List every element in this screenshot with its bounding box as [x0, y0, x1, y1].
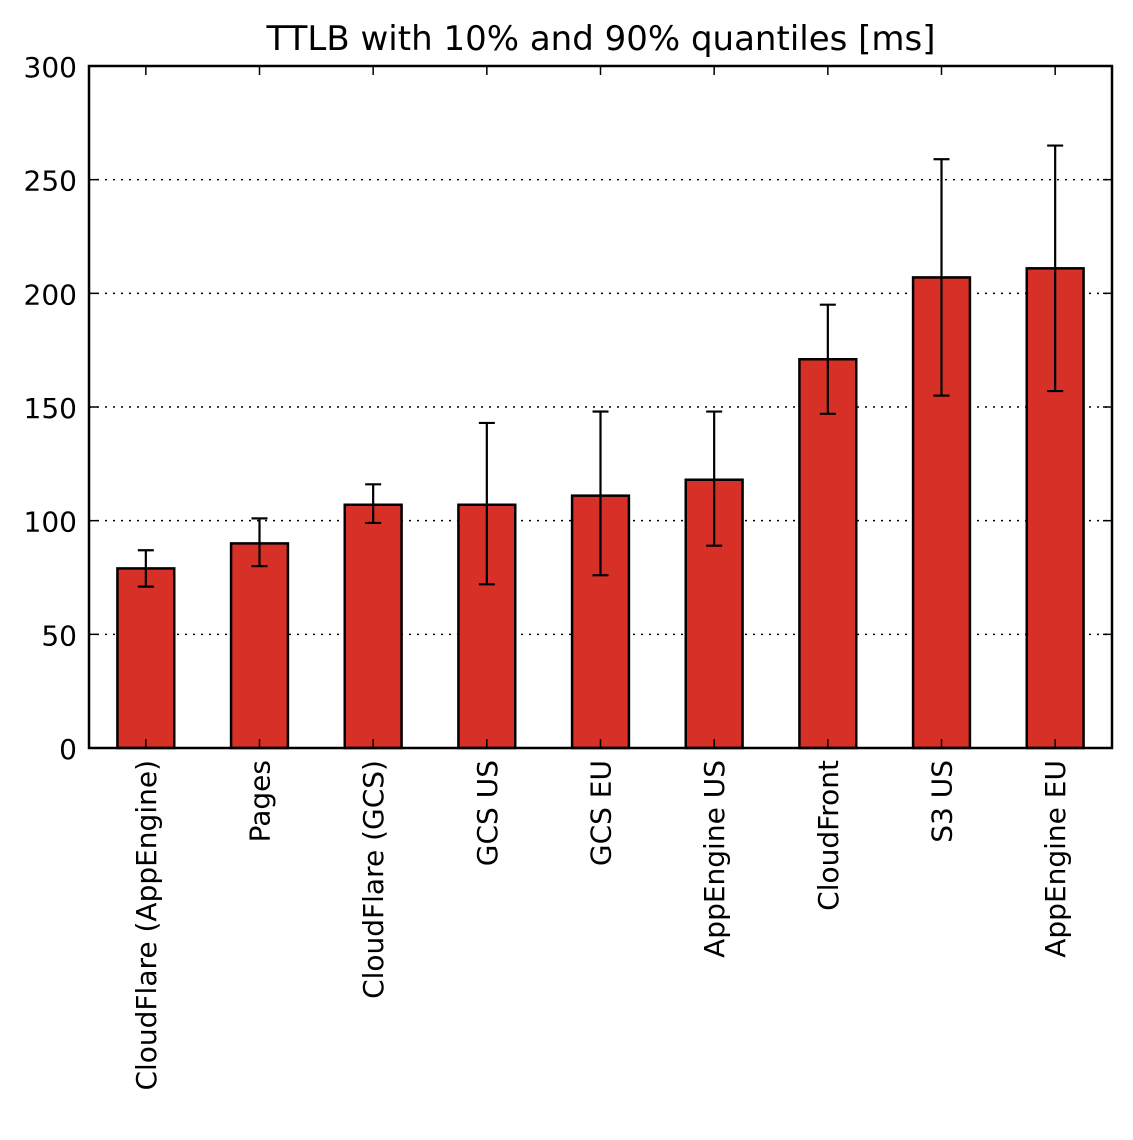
plot-frame — [87, 64, 1114, 750]
bar — [116, 567, 176, 750]
y-tick-label: 200 — [24, 278, 77, 311]
x-tick-label: CloudFlare (AppEngine) — [130, 760, 163, 1091]
error-bar — [137, 549, 154, 588]
x-axis-ticks: CloudFlare (AppEngine) Pages CloudFlare (G… — [130, 66, 1072, 1091]
y-tick-label: 100 — [24, 506, 77, 539]
y-axis-ticks: 0 50 100 150 200 250 300 — [24, 51, 1112, 766]
x-tick-label: GCS EU — [585, 760, 618, 866]
bar — [457, 503, 517, 750]
bar — [229, 542, 290, 750]
y-tick-label: 150 — [24, 392, 77, 425]
x-tick-label: S3 US — [926, 760, 959, 843]
y-tick-label: 300 — [24, 51, 77, 84]
error-bar — [706, 410, 723, 547]
x-tick-label: AppEngine US — [698, 760, 731, 958]
error-bars — [137, 144, 1064, 588]
x-tick-label: Pages — [244, 760, 277, 842]
chart-title: TTLB with 10% and 90% quantiles [ms] — [265, 19, 935, 59]
bar — [798, 358, 858, 750]
error-bar — [251, 517, 268, 568]
x-tick-label: CloudFront — [812, 760, 845, 911]
error-bar — [592, 410, 609, 577]
error-bar — [1047, 144, 1064, 393]
y-tick-label: 250 — [24, 165, 77, 198]
bar — [343, 503, 403, 750]
error-bar — [365, 483, 382, 525]
x-tick-label: GCS US — [471, 760, 504, 866]
x-tick-label: CloudFlare (GCS) — [357, 760, 390, 999]
error-bar — [478, 421, 495, 586]
error-bar — [933, 158, 950, 397]
y-tick-label: 0 — [59, 733, 77, 766]
x-tick-label: AppEngine EU — [1039, 760, 1072, 958]
error-bar — [819, 303, 836, 415]
y-tick-label: 50 — [41, 619, 77, 652]
